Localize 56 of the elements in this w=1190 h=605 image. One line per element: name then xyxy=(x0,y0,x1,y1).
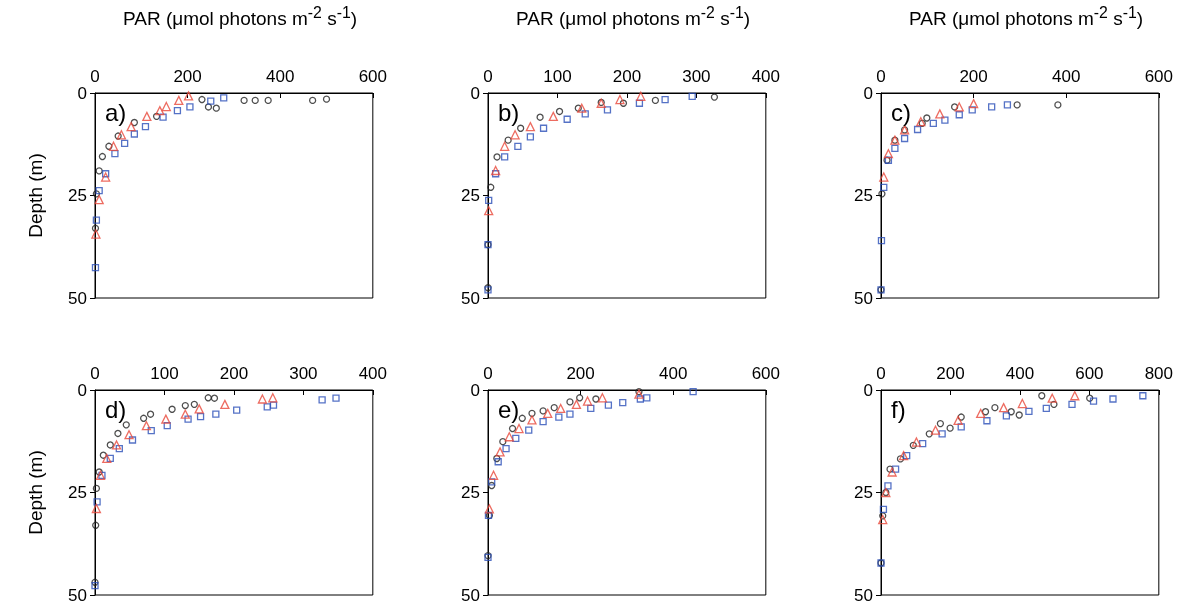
x-tick-label: 400 xyxy=(358,364,388,383)
y-tick-label: 50 xyxy=(854,585,873,605)
y-tick-label: 50 xyxy=(68,585,87,605)
x-tick-label: 0 xyxy=(483,364,493,383)
x-tick-label: 0 xyxy=(876,67,886,86)
x-tick-label: 200 xyxy=(219,364,249,383)
x-tick-label: 200 xyxy=(173,67,202,86)
y-tick-label: 50 xyxy=(854,288,873,308)
x-tick-label: 600 xyxy=(1075,364,1104,383)
y-tick-label: 0 xyxy=(863,380,873,400)
x-tick-label: 200 xyxy=(566,364,595,383)
x-tick-label: 0 xyxy=(90,67,100,86)
x-tick-label: 100 xyxy=(150,364,179,383)
y-tick-label: 25 xyxy=(854,483,873,502)
chart-title: f) xyxy=(891,395,906,423)
x-tick-label: 0 xyxy=(90,364,100,383)
y-tick-label: 0 xyxy=(77,380,87,400)
y-tick-label: 25 xyxy=(68,483,87,502)
x-tick-label: 200 xyxy=(936,364,965,383)
x-tick-label: 400 xyxy=(1005,364,1035,383)
x-tick-label: 800 xyxy=(1144,364,1174,383)
y-tick-label: 50 xyxy=(461,585,480,605)
y-tick-label: 25 xyxy=(461,186,480,205)
y-axis-title: Depth (m) xyxy=(25,153,46,238)
chart-title: a) xyxy=(105,98,127,126)
x-tick-label: 600 xyxy=(358,67,388,86)
y-tick-label: 25 xyxy=(461,483,480,502)
y-tick-label: 50 xyxy=(461,288,480,308)
y-tick-label: 25 xyxy=(68,186,87,205)
y-tick-label: 0 xyxy=(77,83,87,103)
x-axis-title: PAR (μmol photons m$^{-2}$ s$^{-1}$) xyxy=(514,4,752,31)
x-tick-label: 300 xyxy=(682,67,711,86)
x-tick-label: 400 xyxy=(266,67,295,86)
x-axis-title: PAR (μmol photons m$^{-2}$ s$^{-1}$) xyxy=(121,4,359,31)
chart-title: e) xyxy=(498,395,520,423)
x-tick-label: 300 xyxy=(289,364,318,383)
x-tick-label: 200 xyxy=(959,67,988,86)
x-tick-label: 600 xyxy=(1144,67,1174,86)
x-tick-label: 0 xyxy=(483,67,493,86)
chart-title: d) xyxy=(105,395,127,423)
x-tick-label: 600 xyxy=(751,364,781,383)
x-axis-title: PAR (μmol photons m$^{-2}$ s$^{-1}$) xyxy=(907,4,1145,31)
y-axis-title: Depth (m) xyxy=(25,450,46,535)
y-tick-label: 50 xyxy=(68,288,87,308)
x-tick-label: 100 xyxy=(543,67,572,86)
x-tick-label: 400 xyxy=(659,364,688,383)
chart-title: c) xyxy=(891,98,911,126)
x-tick-label: 0 xyxy=(876,364,886,383)
x-tick-label: 400 xyxy=(1052,67,1081,86)
x-tick-label: 200 xyxy=(612,67,642,86)
y-tick-label: 0 xyxy=(470,380,480,400)
y-tick-label: 0 xyxy=(470,83,480,103)
chart-title: b) xyxy=(498,98,520,126)
x-tick-label: 400 xyxy=(751,67,781,86)
y-tick-label: 0 xyxy=(863,83,873,103)
y-tick-label: 25 xyxy=(854,186,873,205)
